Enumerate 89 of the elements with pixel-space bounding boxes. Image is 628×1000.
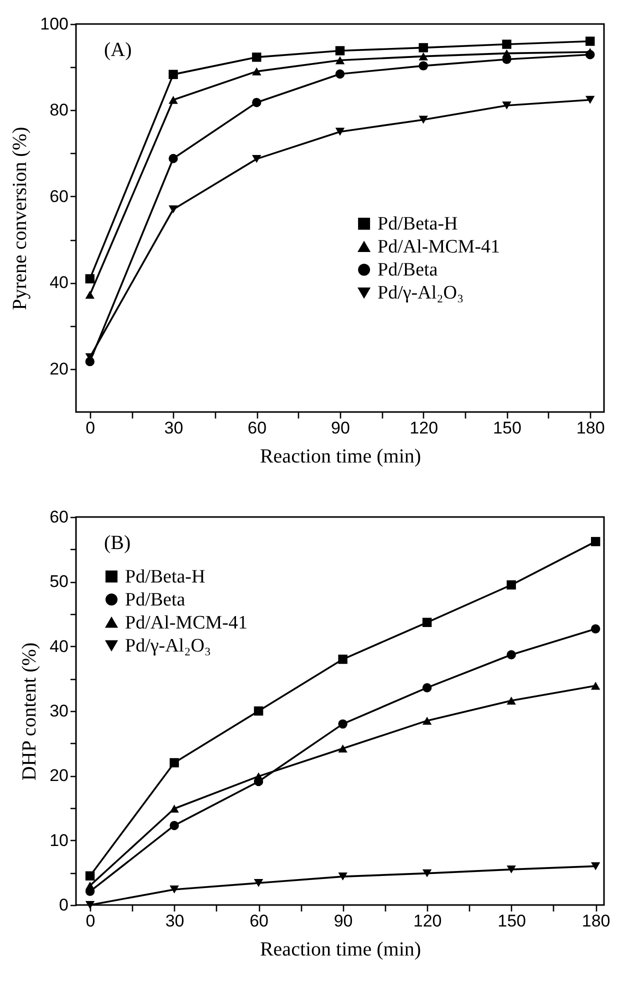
x-tick-label: 120 xyxy=(413,912,442,930)
point xyxy=(418,43,428,52)
y-tick-label: 0 xyxy=(59,896,68,914)
point xyxy=(170,804,179,813)
point xyxy=(335,46,345,56)
point xyxy=(338,654,348,664)
point xyxy=(85,871,95,881)
x-tick-label: 150 xyxy=(498,912,526,930)
legend-label: Pd/γ-Al₂O₃ xyxy=(125,636,212,656)
y-tick-label: 30 xyxy=(50,702,68,720)
point xyxy=(502,101,512,110)
legend-label: Pd/Al-MCM-41 xyxy=(378,236,500,258)
point xyxy=(338,744,348,752)
point xyxy=(85,274,95,284)
point xyxy=(252,98,262,108)
annotation: (B) xyxy=(104,532,131,554)
point xyxy=(252,154,262,163)
point xyxy=(506,650,516,660)
x-tick-label: 30 xyxy=(165,912,184,930)
point xyxy=(422,716,432,725)
annotation: (A) xyxy=(104,39,132,61)
y-tick-label: 100 xyxy=(40,14,68,34)
point xyxy=(506,865,516,874)
point xyxy=(506,580,516,590)
point xyxy=(252,67,262,76)
point xyxy=(168,70,178,80)
y-tick-label: 60 xyxy=(50,186,68,206)
point xyxy=(585,50,595,60)
point xyxy=(585,36,595,46)
point xyxy=(338,872,348,881)
y-tick-label: 10 xyxy=(50,830,68,850)
point xyxy=(254,879,264,888)
x-axis-title: Reaction time (min) xyxy=(260,938,422,960)
point xyxy=(502,40,512,49)
point xyxy=(170,758,179,768)
point xyxy=(85,882,95,890)
x-tick-label: 180 xyxy=(576,418,605,438)
point xyxy=(252,52,262,62)
point xyxy=(335,69,345,79)
y-tick-label: 40 xyxy=(50,636,68,656)
point xyxy=(422,618,432,628)
x-tick-label: 60 xyxy=(248,418,267,438)
x-tick-label: 180 xyxy=(582,912,610,930)
point xyxy=(418,61,428,70)
x-tick-label: 60 xyxy=(250,912,269,930)
x-tick-label: 120 xyxy=(410,418,438,438)
point xyxy=(422,683,432,692)
y-tick-label: 60 xyxy=(50,508,68,526)
point xyxy=(168,205,178,214)
legend-label: Pd/γ-Al₂O₃ xyxy=(378,282,464,304)
x-tick-label: 90 xyxy=(331,418,350,438)
legend-label: Pd/Beta-H xyxy=(125,566,206,588)
point xyxy=(590,536,600,546)
x-tick-label: 150 xyxy=(493,418,522,438)
legend-label: Pd/Beta xyxy=(125,590,186,610)
y-axis-title: Pyrene conversion (%) xyxy=(9,126,32,310)
legend-label: Pd/Beta xyxy=(378,260,438,281)
point xyxy=(418,116,428,124)
y-tick-label: 20 xyxy=(50,766,68,786)
point xyxy=(254,772,264,780)
y-tick-label: 80 xyxy=(50,100,68,120)
point xyxy=(338,719,348,729)
point xyxy=(506,696,516,705)
y-tick-label: 20 xyxy=(50,359,68,378)
point xyxy=(168,154,178,164)
point xyxy=(85,290,95,299)
point xyxy=(590,624,600,634)
point xyxy=(170,820,179,830)
y-axis-title: DHP content (%) xyxy=(18,642,41,781)
point xyxy=(335,128,345,136)
y-tick-label: 50 xyxy=(50,572,68,592)
point xyxy=(590,682,600,690)
point xyxy=(335,56,345,64)
point xyxy=(585,96,595,104)
legend-label: Pd/Al-MCM-41 xyxy=(125,612,248,634)
x-tick-label: 0 xyxy=(86,912,96,930)
point xyxy=(254,706,264,716)
x-tick-label: 30 xyxy=(164,418,184,438)
x-tick-label: 90 xyxy=(334,912,353,930)
y-tick-label: 40 xyxy=(50,273,68,292)
point xyxy=(170,885,179,894)
x-axis-title: Reaction time (min) xyxy=(260,446,422,468)
point xyxy=(85,901,95,909)
point xyxy=(418,52,428,60)
point xyxy=(422,869,432,878)
point xyxy=(168,96,178,104)
x-tick-label: 0 xyxy=(86,418,96,438)
legend-label: Pd/Beta-H xyxy=(378,214,458,235)
point xyxy=(590,862,600,870)
